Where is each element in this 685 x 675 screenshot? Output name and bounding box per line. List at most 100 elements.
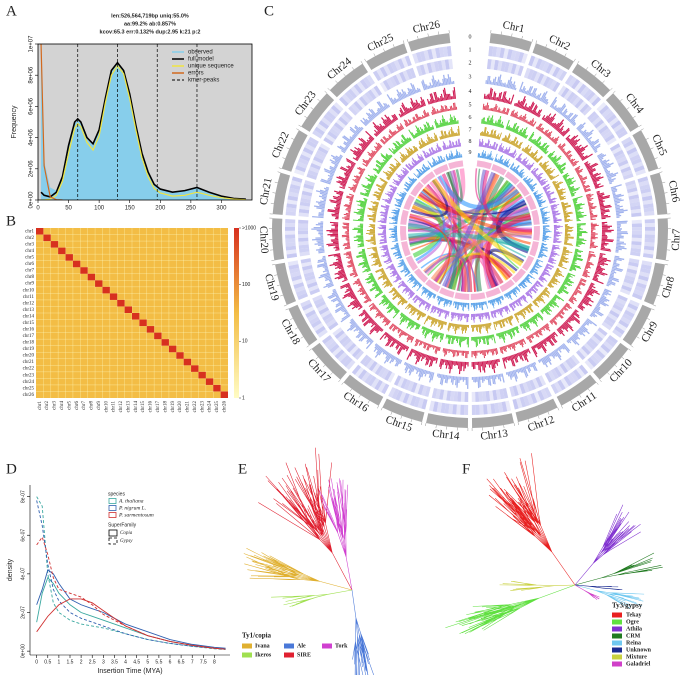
- histogram-track: [525, 323, 551, 343]
- histogram-track: [452, 301, 470, 312]
- histogram-track: [327, 190, 344, 220]
- row-label: chr10: [23, 288, 35, 293]
- heat-track: [612, 329, 623, 338]
- heat-track: [495, 47, 502, 58]
- heat-track: [631, 237, 642, 242]
- histogram-track: [388, 134, 412, 155]
- track-label: 5: [469, 102, 472, 108]
- heat-track: [566, 91, 576, 102]
- heat-track: [460, 391, 465, 402]
- row-label: chr5: [25, 256, 34, 261]
- legend-label: Copia: [120, 531, 133, 536]
- ideogram-tick: [417, 35, 419, 39]
- heat-track: [298, 212, 309, 217]
- heat-track: [563, 89, 573, 100]
- histogram-track: [562, 172, 580, 197]
- heat-track: [558, 70, 568, 82]
- heat-track: [475, 391, 480, 402]
- histogram-track: [388, 225, 398, 243]
- col-label: chr5: [67, 401, 72, 410]
- density-line: [36, 496, 226, 651]
- heat-track: [493, 59, 499, 71]
- heat-track: [303, 183, 314, 190]
- heat-track: [448, 403, 454, 415]
- heat-track: [643, 203, 654, 209]
- histogram-track: [592, 252, 611, 285]
- heat-track: [309, 316, 320, 325]
- histogram-track: [447, 322, 470, 334]
- heat-track: [386, 63, 395, 74]
- histogram-track: [557, 143, 579, 167]
- heat-track: [417, 384, 425, 395]
- link-ribbon: [430, 230, 533, 281]
- heat-track: [552, 81, 561, 93]
- heat-track: [644, 222, 655, 228]
- histogram-track: [350, 130, 375, 162]
- tree-clade: [574, 504, 641, 586]
- row-label: chr15: [23, 321, 35, 326]
- heat-track: [559, 363, 569, 374]
- heat-track: [306, 281, 318, 289]
- histogram-track: [379, 331, 410, 355]
- diagonal-cell: [87, 273, 96, 281]
- link-ribbon: [456, 259, 476, 292]
- ideogram-tick: [341, 382, 344, 385]
- ideogram-tick: [573, 58, 576, 62]
- heat-track: [542, 76, 551, 87]
- ideogram-tick: [317, 98, 320, 102]
- heat-track: [497, 60, 503, 71]
- diagonal-cell: [161, 339, 169, 346]
- heat-track: [483, 404, 488, 415]
- histogram-track: [485, 74, 517, 91]
- heat-track: [589, 113, 600, 124]
- heat-track: [614, 152, 626, 161]
- heat-track: [304, 143, 316, 152]
- histogram-track: [421, 326, 445, 343]
- heat-track: [289, 187, 300, 194]
- heat-track: [313, 156, 324, 164]
- heat-track: [298, 241, 309, 246]
- ideogram-tick: [367, 400, 370, 404]
- heat-track: [452, 404, 457, 415]
- colorbar-label: 1: [242, 395, 245, 401]
- histogram-track: [471, 373, 505, 389]
- legend-label: Galadriel: [626, 661, 651, 667]
- col-label: chr1: [38, 401, 43, 410]
- histogram-track: [445, 149, 463, 161]
- heat-track: [625, 180, 636, 187]
- heat-track: [488, 46, 494, 57]
- x-tick-label: 1: [57, 659, 60, 665]
- inner-track: [476, 160, 492, 170]
- y-tick-label: 2e-07: [20, 606, 26, 619]
- ideogram-tick: [298, 124, 302, 127]
- heat-track: [593, 332, 604, 342]
- ideogram: [515, 398, 558, 423]
- tree-clade: [351, 589, 374, 675]
- histogram-track: [550, 203, 562, 224]
- heat-track: [382, 79, 391, 91]
- heat-track: [376, 68, 385, 80]
- heat-track: [529, 379, 537, 391]
- heat-track: [566, 373, 576, 385]
- heat-track: [635, 282, 647, 289]
- heat-track: [557, 85, 567, 96]
- ideogram-tick: [402, 40, 405, 44]
- heat-track: [442, 46, 448, 57]
- heat-track: [565, 358, 575, 370]
- heat-track: [453, 391, 458, 402]
- ideogram: [271, 218, 285, 261]
- histogram-track: [600, 221, 614, 252]
- heat-track: [628, 261, 639, 268]
- heat-track: [460, 404, 465, 415]
- heat-track: [613, 149, 624, 158]
- ideogram-tick: [545, 44, 548, 48]
- heat-track: [490, 59, 496, 70]
- histogram-track: [427, 155, 446, 168]
- ideogram-tick: [277, 171, 281, 173]
- x-tick-label: 300: [216, 206, 227, 212]
- ideogram-tick: [664, 264, 668, 266]
- heat-track: [537, 390, 545, 401]
- heat-track: [631, 157, 642, 166]
- histogram-track: [610, 184, 628, 218]
- histogram-track: [377, 204, 390, 224]
